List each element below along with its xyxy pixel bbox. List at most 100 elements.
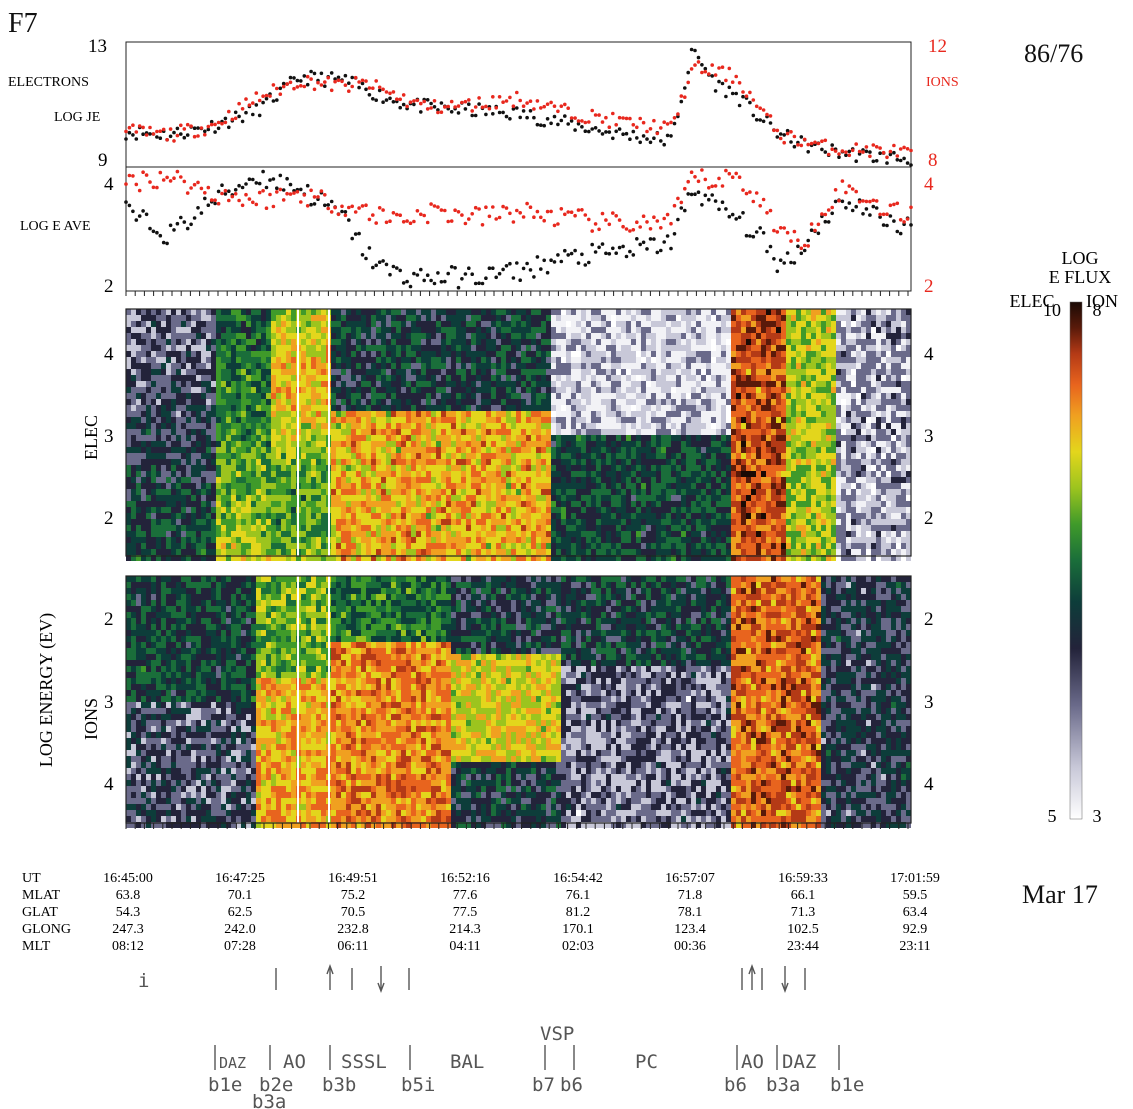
spectrogram-cell [436,441,441,447]
spectrogram-cell [561,525,566,531]
spectrogram-cell [371,333,376,339]
data-point [597,129,601,133]
spectrogram-cell [321,465,326,471]
spectrogram-cell [216,387,221,393]
spectrogram-cell [336,513,341,519]
spectrogram-cell [506,489,511,495]
spectrogram-cell [336,333,341,339]
spectrogram-cell [246,375,251,381]
spectrogram-cell [351,471,356,477]
spectrogram-cell [391,393,396,399]
spectrogram-cell [451,363,456,369]
spectrogram-cell [236,369,241,375]
data-point [343,73,348,78]
spectrogram-cell [221,483,226,489]
spectrogram-cell [571,363,576,369]
spectrogram-cell [461,447,466,453]
data-point [720,81,725,86]
spectrogram-cell [611,525,616,531]
spectrogram-cell [616,513,621,519]
data-point [576,122,581,126]
spectrogram-cell [286,363,291,369]
data-point [127,203,132,208]
spectrogram-cell [196,369,201,375]
spectrogram-cell [621,441,626,447]
spectrogram-cell [416,369,421,375]
spectrogram-cell [226,471,231,477]
data-point [470,212,475,216]
spectrogram-cell [546,321,551,327]
spectrogram-cell [246,441,251,447]
spectrogram-cell [461,429,466,435]
spectrogram-cell [146,321,151,327]
spectrogram-cell [206,423,211,429]
spectrogram-cell [256,489,261,495]
spectrogram-cell [616,555,621,561]
spectrogram-cell [596,387,601,393]
spectrogram-cell [491,333,496,339]
spectrogram-cell [331,429,336,435]
spectrogram-cell [186,555,191,561]
spectrogram-cell [171,441,176,447]
spectrogram-cell [611,531,616,537]
spectrogram-cell [316,507,321,513]
spectrogram-cell [236,537,241,543]
spectrogram-cell [306,459,311,465]
spectrogram-cell [206,363,211,369]
data-point [309,188,313,193]
spectrogram-cell [181,429,186,435]
spectrogram-cell [336,453,341,459]
spectrogram-cell [476,459,481,465]
spectrogram-cell [126,339,131,345]
data-point [895,154,900,158]
spectrogram-cell [346,381,351,387]
spectrogram-cell [576,363,581,369]
data-point [892,150,896,155]
spectrogram-cell [256,315,261,321]
spectrogram-cell [136,453,141,459]
spectrogram-cell [171,555,176,561]
spectrogram-cell [386,465,391,471]
spectrogram-cell [221,405,226,411]
data-point [350,204,355,209]
spectrogram-cell [126,369,131,375]
data-point [871,198,876,203]
spectrogram-cell [611,477,616,483]
spectrogram-cell [421,351,426,357]
data-point [686,80,690,85]
data-point [792,144,797,149]
spectrogram-cell [356,357,361,363]
spectrogram-cell [136,441,141,447]
spectrogram-cell [146,489,151,495]
data-point [172,139,176,143]
spectrogram-cell [536,423,541,429]
spectrogram-cell [231,471,236,477]
spectrogram-cell [511,387,516,393]
data-point [515,106,519,110]
spectrogram-cell [431,351,436,357]
spectrogram-cell [596,501,601,507]
spectrogram-cell [321,327,326,333]
spectrogram-cell [461,351,466,357]
spectrogram-cell [221,447,226,453]
data-point [264,185,269,190]
spectrogram-cell [206,441,211,447]
data-point [720,65,725,69]
spectrogram-cell [616,321,621,327]
spectrogram-cell [266,501,271,507]
spectrogram-cell [276,459,281,465]
spectrogram-cell [311,471,316,477]
spectrogram-cell [126,417,131,423]
spectrogram-cell [301,525,306,531]
data-point [172,176,176,180]
spectrogram-cell [486,531,491,537]
spectrogram-cell [171,513,176,519]
spectrogram-cell [331,471,336,477]
spectrogram-cell [501,543,506,549]
spectrogram-cell [386,513,391,519]
data-point [155,230,159,235]
spectrogram-cell [231,321,236,327]
spectrogram-cell [461,555,466,561]
spectrogram-cell [251,399,256,405]
spectrogram-cell [236,351,241,357]
